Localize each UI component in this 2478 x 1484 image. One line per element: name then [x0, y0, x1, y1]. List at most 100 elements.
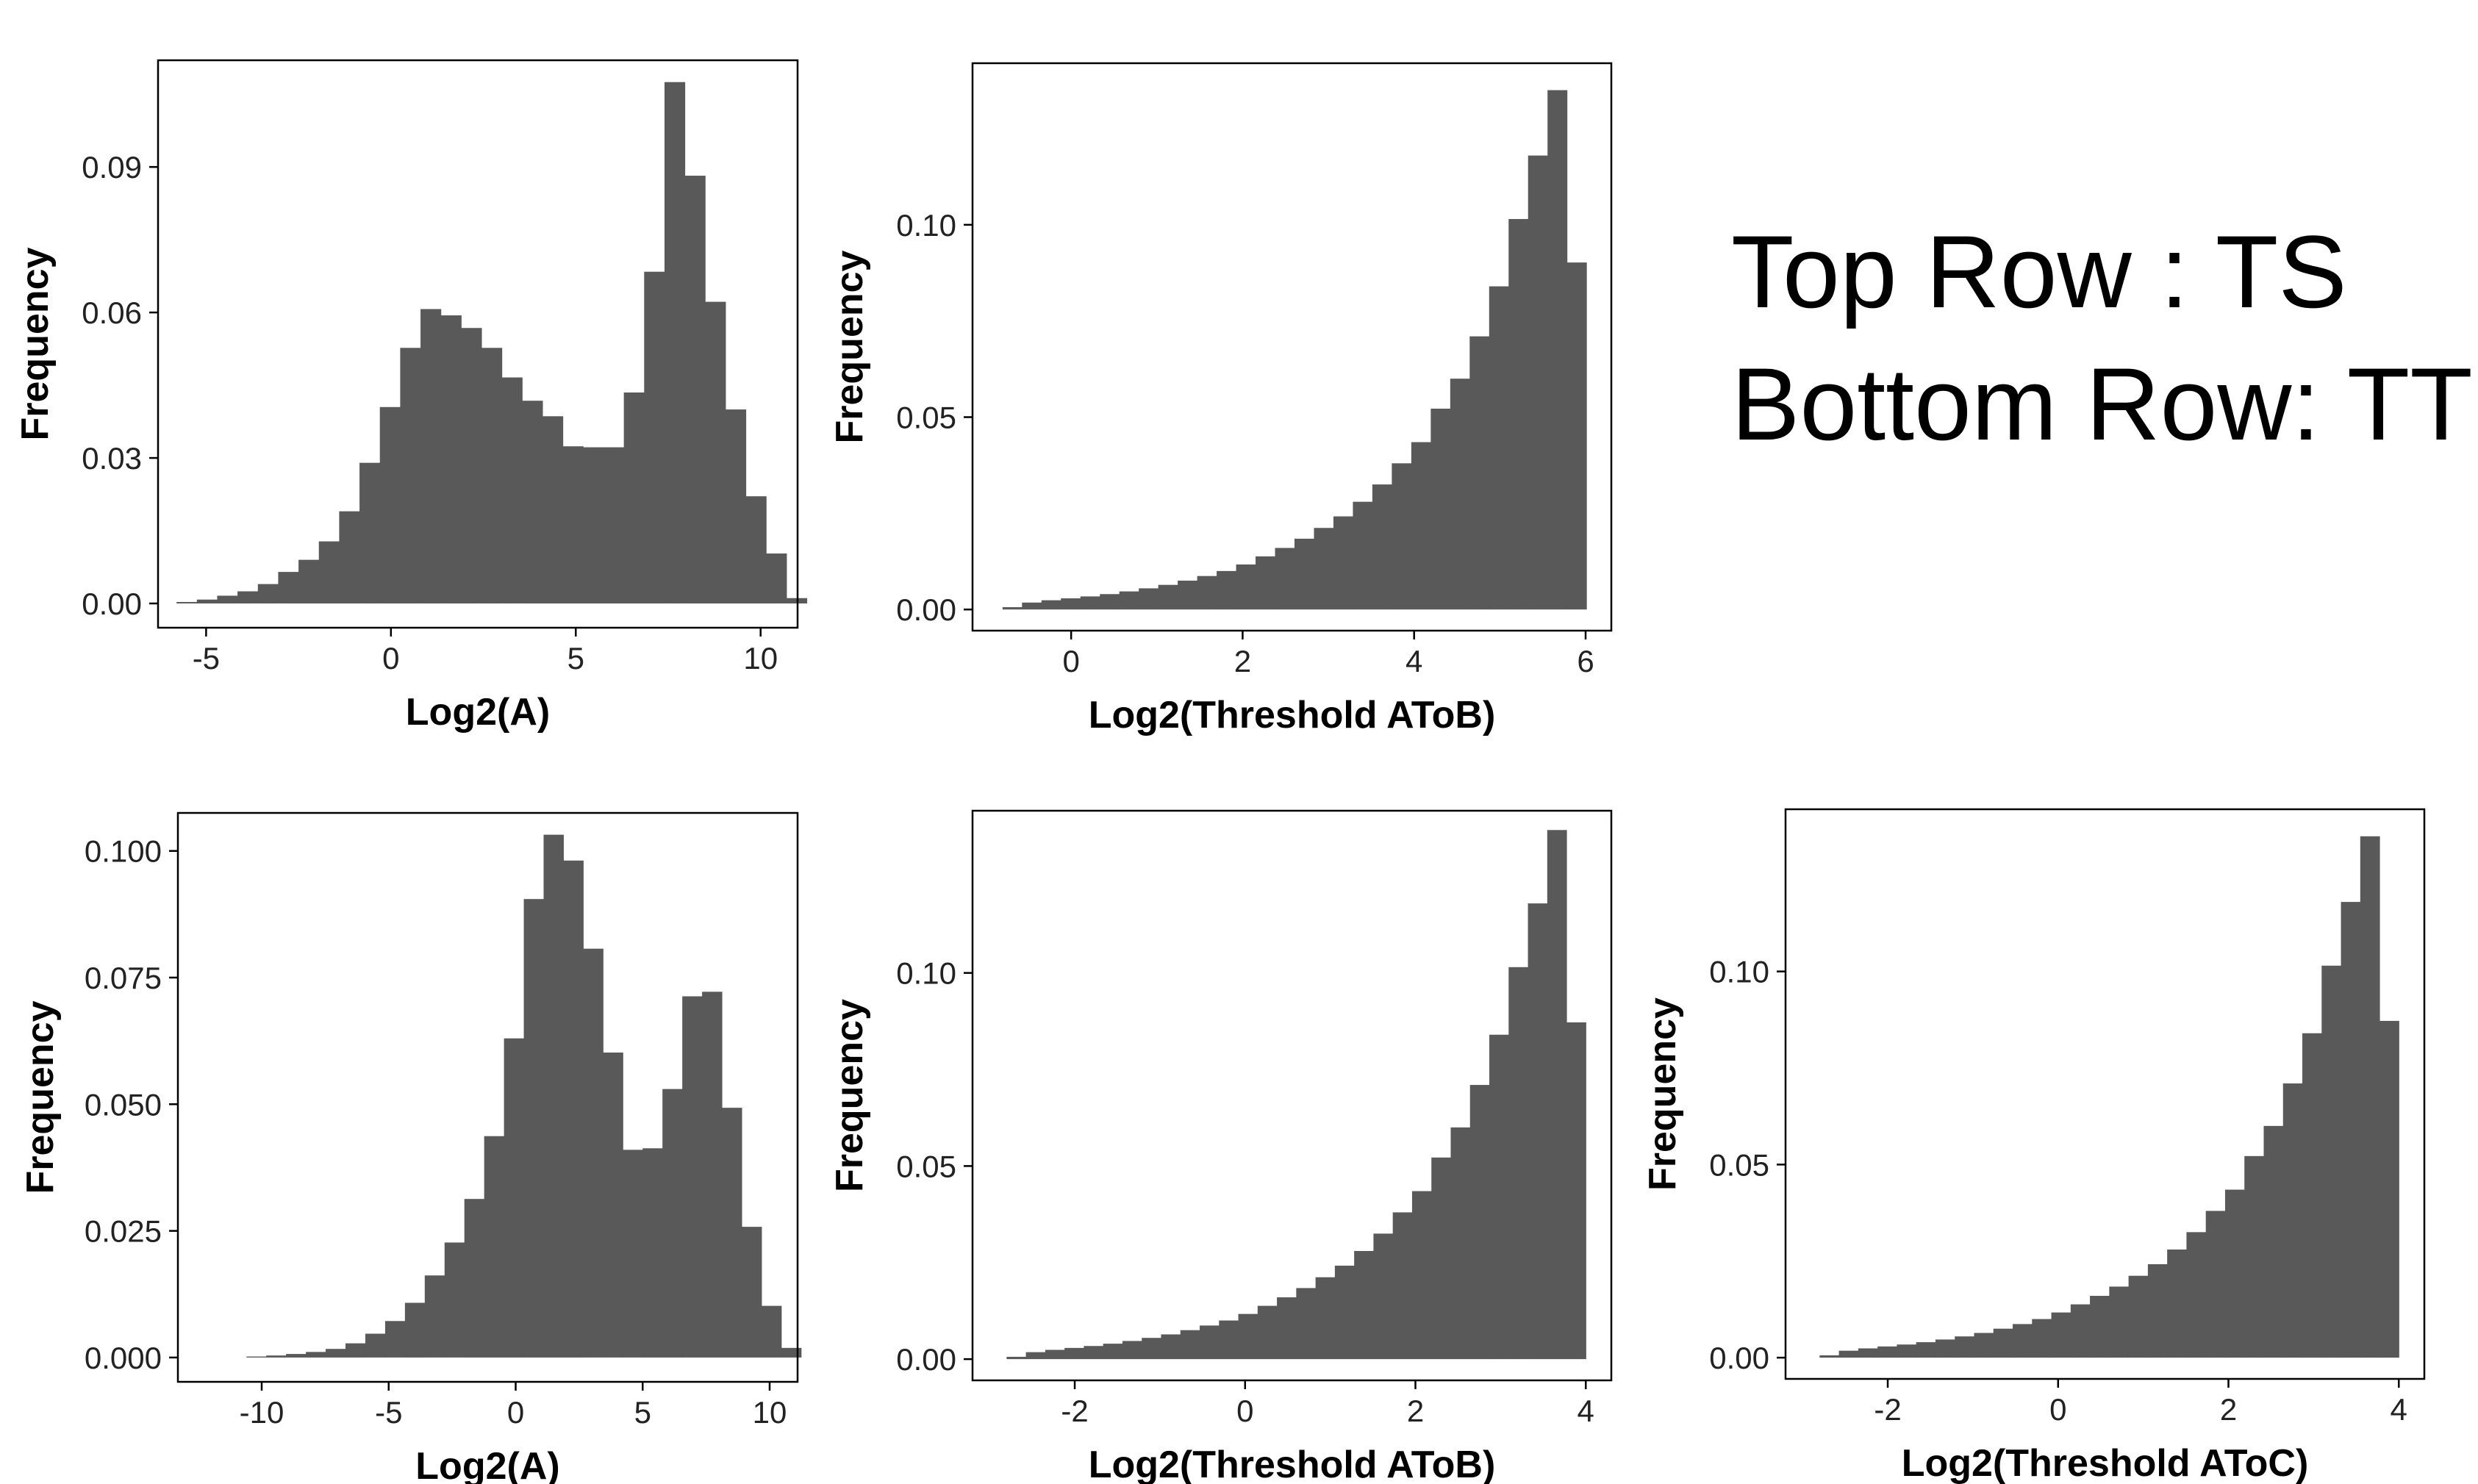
- histogram-bar: [196, 599, 218, 604]
- chart-panel-ts-threshold-atob: 0 2 4 6 0.00 0.05 0.10 Log2(Threshold AToB) Freq…: [828, 62, 1613, 736]
- x-tick-label: -5: [193, 641, 220, 675]
- histogram-bar: [2282, 1083, 2303, 1358]
- histogram-bar: [623, 392, 645, 604]
- histogram-bar: [339, 511, 360, 604]
- histogram-bar: [1200, 1325, 1220, 1360]
- histogram-bar: [542, 416, 564, 603]
- histogram-bar: [563, 860, 584, 1358]
- histogram-bar: [318, 541, 340, 604]
- histogram-bar: [2244, 1155, 2264, 1358]
- histogram-bar: [702, 992, 723, 1358]
- histogram-bar: [1334, 1265, 1355, 1360]
- histogram-bar: [217, 595, 238, 604]
- y-tick-label: 0.03: [82, 441, 142, 476]
- histogram-bar: [176, 602, 198, 604]
- histogram-bar: [745, 496, 767, 604]
- histogram-bar: [278, 572, 299, 604]
- histogram-bar: [1256, 556, 1276, 610]
- histogram-bar: [1935, 1339, 1955, 1358]
- histogram-bar: [781, 1347, 802, 1358]
- x-tick-label: 0: [1236, 1394, 1253, 1428]
- histogram-bar: [2186, 1232, 2207, 1358]
- histogram-bar: [400, 348, 421, 604]
- histogram-bar: [298, 559, 320, 603]
- histogram-bar: [1354, 1250, 1374, 1360]
- histogram-bar: [603, 447, 625, 603]
- x-tick-label: -2: [1061, 1394, 1088, 1428]
- plot-border: [971, 809, 1613, 1382]
- histogram-bar: [424, 1275, 445, 1358]
- y-tick-label: 0.025: [85, 1214, 162, 1249]
- histogram-bar: [1103, 1344, 1123, 1360]
- histogram-bar: [2379, 1020, 2399, 1358]
- y-tick-label: 0.100: [85, 834, 162, 869]
- histogram-bar: [1041, 600, 1061, 610]
- x-tick-label: 2: [1234, 644, 1251, 678]
- x-tick-label: 4: [2391, 1392, 2407, 1427]
- histogram-bar: [1993, 1328, 2013, 1358]
- histogram-bar: [1489, 1034, 1509, 1360]
- histogram-bar: [286, 1354, 307, 1358]
- histogram-bar: [2302, 1033, 2322, 1358]
- histogram-bar: [1547, 90, 1568, 610]
- histogram-bar: [623, 1150, 643, 1358]
- histogram-bar: [705, 301, 726, 603]
- y-tick-label: 0.05: [896, 1149, 956, 1183]
- histogram-bar: [1411, 1191, 1432, 1360]
- histogram-bar: [1277, 1297, 1297, 1360]
- histogram-bar: [1392, 463, 1412, 610]
- y-tick-label: 0.00: [82, 587, 142, 621]
- histogram-bar: [1897, 1344, 1917, 1358]
- histogram-bar: [2032, 1319, 2052, 1358]
- histogram-bar: [1061, 598, 1081, 610]
- y-tick-label: 0.00: [1709, 1341, 1769, 1375]
- histogram-bar: [1528, 903, 1548, 1360]
- histogram-bar: [420, 309, 442, 604]
- y-tick-label: 0.06: [82, 295, 142, 330]
- histogram-bar: [522, 401, 543, 604]
- x-tick-label: 0: [1062, 644, 1079, 678]
- histogram-bar: [1294, 538, 1314, 610]
- histogram-bar: [1006, 1356, 1027, 1360]
- histogram-bar: [2013, 1324, 2033, 1358]
- x-tick-label: 4: [1578, 1394, 1594, 1428]
- x-tick-label: 0: [507, 1395, 524, 1430]
- histogram-bar: [1877, 1346, 1897, 1358]
- x-tick-label: -2: [1874, 1392, 1901, 1427]
- x-tick-label: 0: [2049, 1392, 2066, 1427]
- histogram-bar: [345, 1343, 366, 1358]
- x-tick-label: 2: [2220, 1392, 2237, 1427]
- histogram-bar: [2263, 1125, 2284, 1358]
- histogram-bar: [1238, 1313, 1258, 1360]
- histogram-bar: [1142, 1338, 1161, 1360]
- x-axis-label: Log2(A): [406, 691, 550, 734]
- histogram-bar: [1819, 1355, 1840, 1358]
- x-tick-label: 10: [753, 1395, 787, 1430]
- histogram-bar: [464, 1199, 485, 1358]
- histogram-bar: [682, 996, 703, 1358]
- histogram-bar: [359, 462, 381, 604]
- plot-border: [971, 62, 1613, 632]
- histogram-bar: [1064, 1347, 1084, 1360]
- histogram-bar: [404, 1302, 426, 1358]
- y-axis-label: Frequency: [828, 250, 871, 443]
- histogram-bar: [1353, 501, 1373, 610]
- x-axis-label: Log2(Threshold AToB): [1089, 694, 1496, 736]
- plot-border: [1784, 808, 2426, 1380]
- histogram-bar: [1217, 570, 1237, 610]
- x-tick-label: 5: [567, 641, 584, 675]
- y-tick-label: 0.00: [896, 592, 956, 627]
- histogram-bar: [1315, 1277, 1336, 1360]
- histogram-bar: [583, 948, 604, 1358]
- x-tick-label: 6: [1577, 644, 1594, 678]
- histogram-bar: [583, 447, 604, 603]
- y-tick-label: 0.00: [896, 1342, 956, 1377]
- histogram-bar: [2321, 965, 2342, 1358]
- histogram-bar: [2167, 1249, 2187, 1358]
- histogram-bar: [1450, 379, 1470, 610]
- histogram-bar: [722, 1108, 742, 1358]
- histogram-bar: [1084, 1346, 1104, 1360]
- histogram-bar: [1178, 580, 1198, 610]
- histogram-bar: [684, 176, 706, 604]
